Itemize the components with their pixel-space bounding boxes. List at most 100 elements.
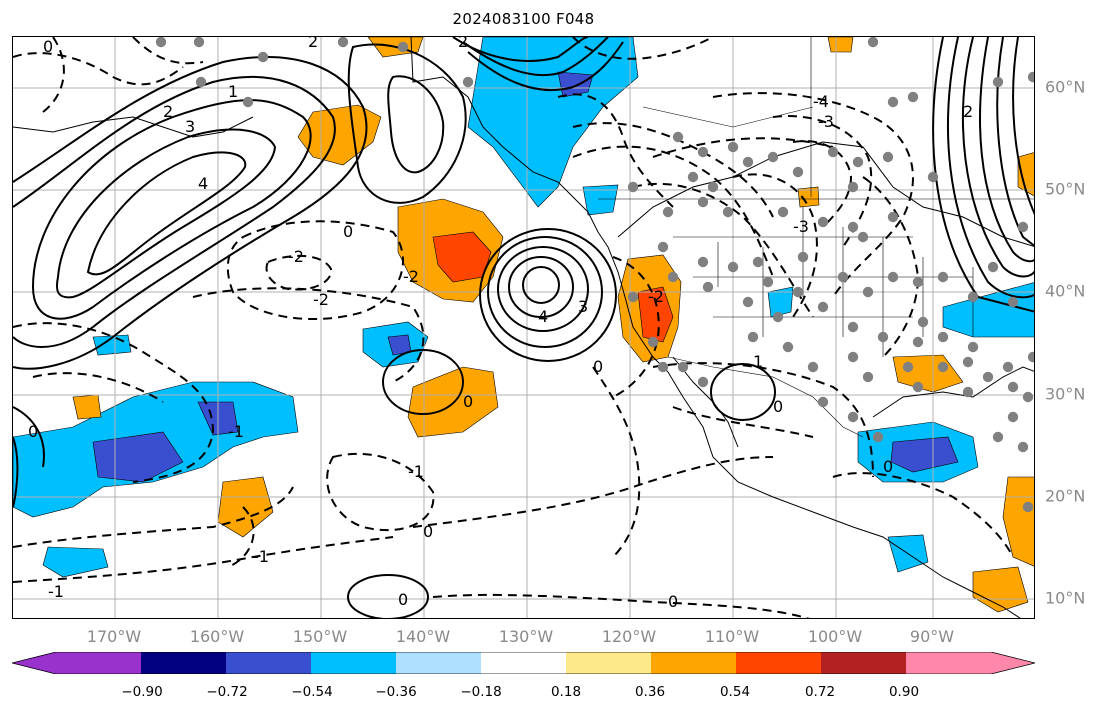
station-marker: [697, 196, 709, 208]
orange-region: [72, 394, 102, 420]
contour-label: 2: [308, 37, 318, 51]
border-line: [642, 106, 814, 128]
station-marker: [987, 261, 999, 273]
contour-negative: [432, 593, 810, 618]
contour-label: 4: [538, 307, 548, 326]
contour-label: 0: [883, 457, 893, 476]
station-marker: [967, 341, 979, 353]
station-marker: [792, 166, 804, 178]
station-marker: [902, 361, 914, 373]
contour-negative: [652, 137, 834, 158]
station-marker: [937, 361, 949, 373]
contour-negative: [672, 406, 814, 438]
contour-negative: [412, 456, 774, 528]
station-marker: [912, 381, 924, 393]
station-marker: [847, 321, 859, 333]
station-marker: [697, 146, 709, 158]
contour-ring: [479, 228, 617, 362]
orange-region: [217, 476, 274, 538]
colorbar-tick-label: −0.90: [121, 684, 163, 700]
station-marker: [1017, 221, 1029, 233]
contour-positive: [387, 75, 445, 174]
coastline: [617, 141, 1034, 247]
station-marker: [667, 271, 679, 283]
colorbar-tick-label: 0.36: [634, 684, 666, 700]
station-marker: [462, 76, 474, 88]
station-marker: [912, 276, 924, 288]
contour-negative: [32, 372, 164, 403]
station-marker: [1027, 71, 1034, 83]
contour-negative: [652, 362, 874, 478]
station-marker: [1002, 361, 1014, 373]
contour-label: 0: [593, 357, 603, 376]
station-marker: [155, 37, 167, 48]
colorbar-cell: [566, 652, 652, 674]
station-marker: [1017, 441, 1029, 453]
contour-label: 0: [463, 392, 473, 411]
red-region: [637, 286, 674, 343]
station-marker: [677, 361, 689, 373]
station-marker: [702, 281, 714, 293]
blue-region: [42, 546, 109, 578]
contour-negative: [572, 122, 774, 218]
station-marker: [937, 331, 949, 343]
station-marker: [882, 151, 894, 163]
station-marker: [1022, 501, 1034, 513]
station-marker: [847, 181, 859, 193]
colorbar-cell: [481, 652, 567, 674]
station-marker: [992, 76, 1004, 88]
contour-label: 1: [228, 82, 238, 101]
lon-label: 110°W: [704, 627, 760, 646]
colorbar-extend-min: [12, 652, 56, 674]
colorbar-tick-label: −0.72: [206, 684, 248, 700]
lon-label: 140°W: [395, 627, 451, 646]
colorbar-cell: [311, 652, 397, 674]
lat-label: 50°N: [1045, 179, 1086, 199]
coastline: [13, 116, 254, 138]
station-marker: [752, 256, 764, 268]
station-marker: [627, 291, 639, 303]
lat-label: 40°N: [1045, 281, 1086, 301]
station-marker: [962, 356, 974, 368]
orange-region: [972, 566, 1029, 613]
contour-positive: [347, 43, 467, 204]
contour-label: 0: [423, 522, 433, 541]
contour-negative: [712, 92, 914, 298]
colorbar-tick-label: 0.72: [804, 684, 836, 700]
station-marker: [722, 206, 734, 218]
contour-label: -3: [793, 217, 809, 236]
orange-region: [797, 186, 820, 208]
contour-positive: [962, 37, 1034, 278]
colorbar-tick-label: −0.54: [291, 684, 333, 700]
station-marker: [782, 341, 794, 353]
station-marker: [727, 141, 739, 153]
station-marker: [847, 411, 859, 423]
station-marker: [917, 316, 929, 328]
contour-negative: [13, 52, 184, 86]
contour-positive: [932, 37, 1034, 313]
lon-label: 150°W: [292, 627, 348, 646]
contour-positive: [86, 151, 247, 276]
contour-negative: [832, 472, 1014, 558]
station-marker: [727, 261, 739, 273]
colorbar-cell: [821, 652, 907, 674]
contour-label: 3: [185, 117, 195, 136]
station-marker: [687, 171, 699, 183]
station-marker: [762, 276, 774, 288]
contour-negative: [772, 115, 873, 248]
lon-label: 90°W: [909, 627, 955, 646]
colorbar-tick-label: 0.90: [888, 684, 920, 700]
station-marker: [847, 221, 859, 233]
station-marker: [1007, 411, 1019, 423]
contour-positive: [31, 99, 312, 320]
shaded-regions: [13, 37, 1034, 613]
contour-positive: [979, 37, 1034, 263]
contour-label: 0: [43, 37, 53, 56]
contour-ring: [522, 266, 560, 304]
station-marker: [827, 146, 839, 158]
contour-ring: [710, 363, 776, 421]
contour-label: 0: [398, 590, 408, 609]
station-marker: [657, 361, 669, 373]
station-marker: [707, 181, 719, 193]
contour-label: -1: [253, 547, 269, 566]
